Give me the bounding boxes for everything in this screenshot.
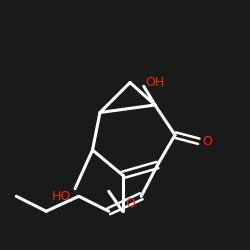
Text: O: O — [125, 197, 135, 210]
Text: HO: HO — [52, 190, 71, 203]
Text: OH: OH — [146, 76, 165, 89]
Text: O: O — [202, 135, 212, 148]
